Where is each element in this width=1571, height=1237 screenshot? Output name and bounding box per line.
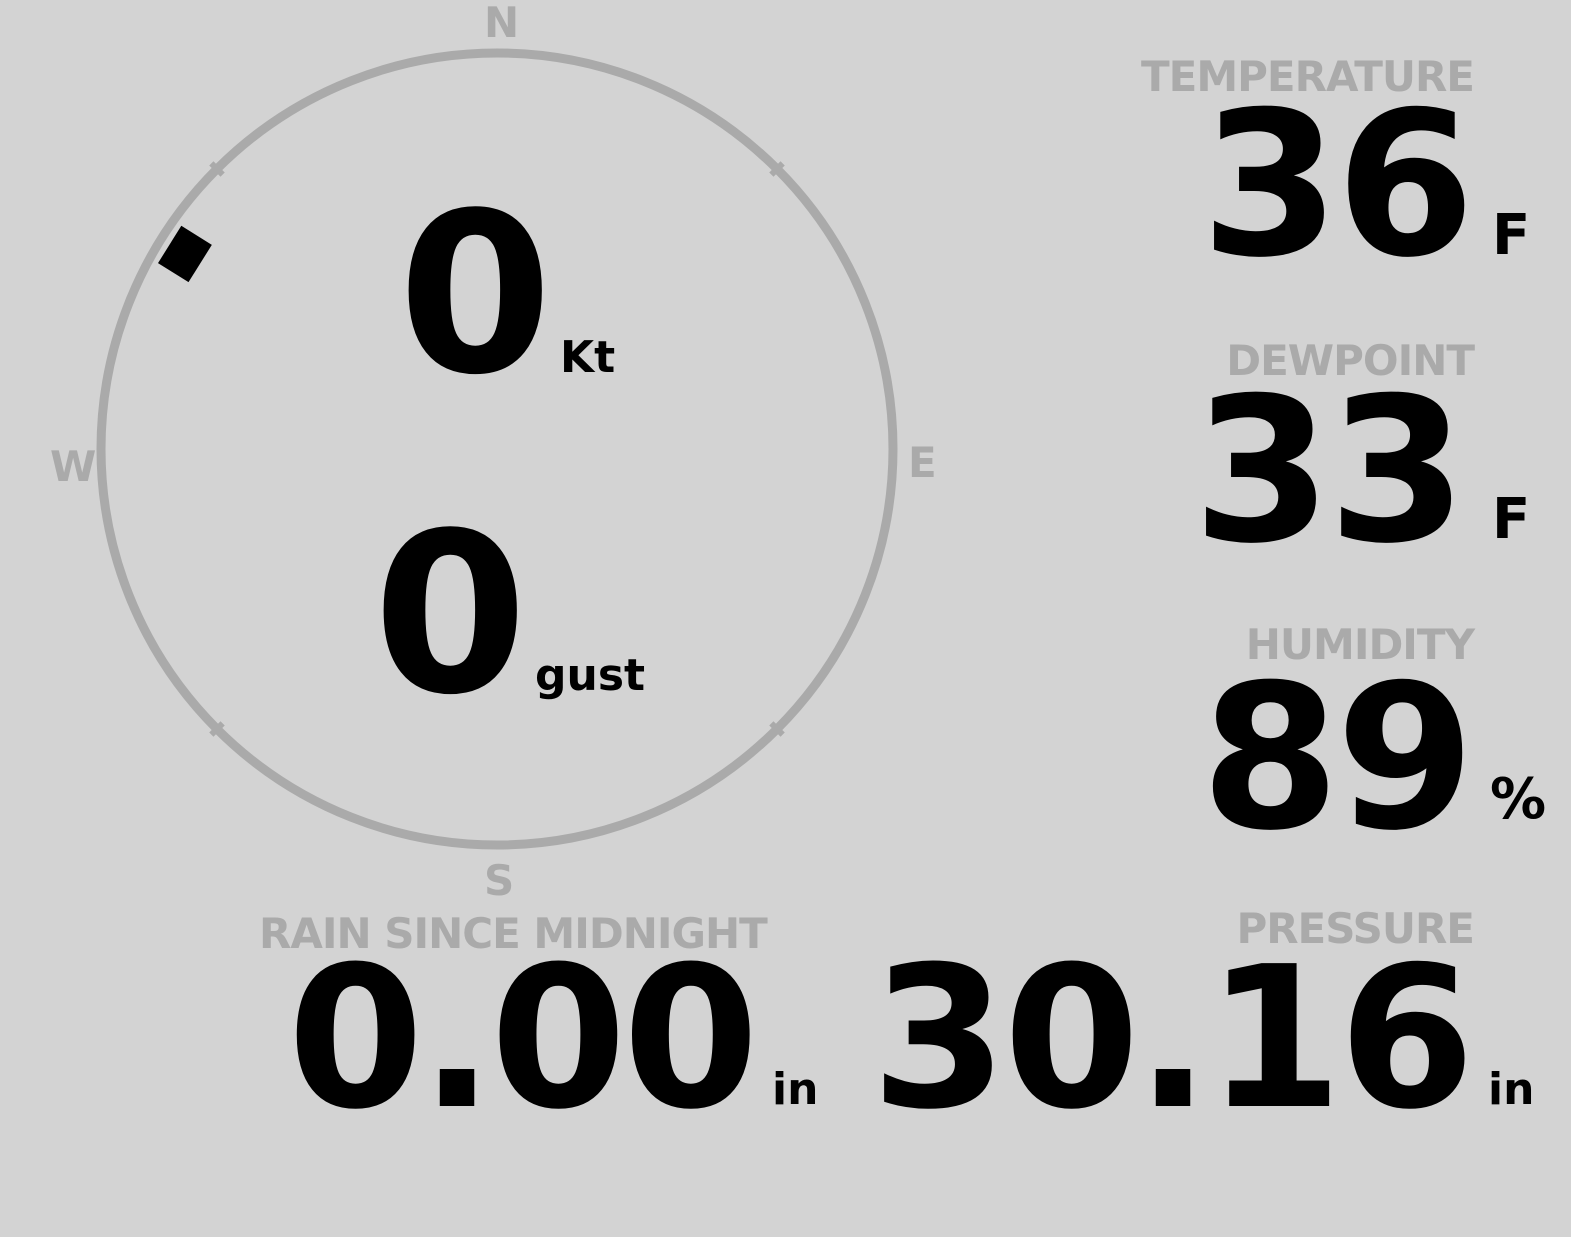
compass-tick	[769, 161, 785, 177]
compass-tick	[769, 721, 785, 737]
pressure-value: 30.16	[871, 925, 1475, 1153]
rain-label: RAIN SINCE MIDNIGHT	[259, 909, 768, 958]
wind-gust-value: 0	[373, 486, 527, 744]
pressure-label: PRESSURE	[1236, 904, 1475, 953]
compass-tick	[209, 161, 225, 177]
humidity-value: 89	[1200, 642, 1475, 875]
rain-value: 0.00	[287, 925, 759, 1153]
humidity-label: HUMIDITY	[1245, 620, 1475, 669]
compass-north: N	[484, 0, 520, 47]
humidity-unit: %	[1490, 767, 1547, 832]
temperature-label: TEMPERATURE	[1141, 52, 1475, 101]
temperature-unit: F	[1492, 203, 1531, 268]
dewpoint-value: 33	[1192, 355, 1467, 588]
dewpoint-unit: F	[1492, 487, 1531, 552]
temperature-value: 36	[1200, 69, 1475, 302]
wind-speed-value: 0	[398, 166, 552, 424]
wind-direction-marker	[157, 225, 212, 283]
compass-east: E	[908, 438, 937, 487]
pressure-unit: in	[1488, 1064, 1535, 1115]
wind-gust-unit: gust	[535, 650, 646, 701]
compass-ring	[96, 48, 898, 850]
wind-speed-unit: Kt	[560, 332, 616, 383]
compass-south: S	[484, 856, 515, 905]
compass-tick	[209, 721, 225, 737]
dewpoint-label: DEWPOINT	[1226, 336, 1475, 385]
compass-ticks	[209, 161, 785, 737]
rain-unit: in	[772, 1064, 819, 1115]
compass-west: W	[50, 442, 97, 491]
